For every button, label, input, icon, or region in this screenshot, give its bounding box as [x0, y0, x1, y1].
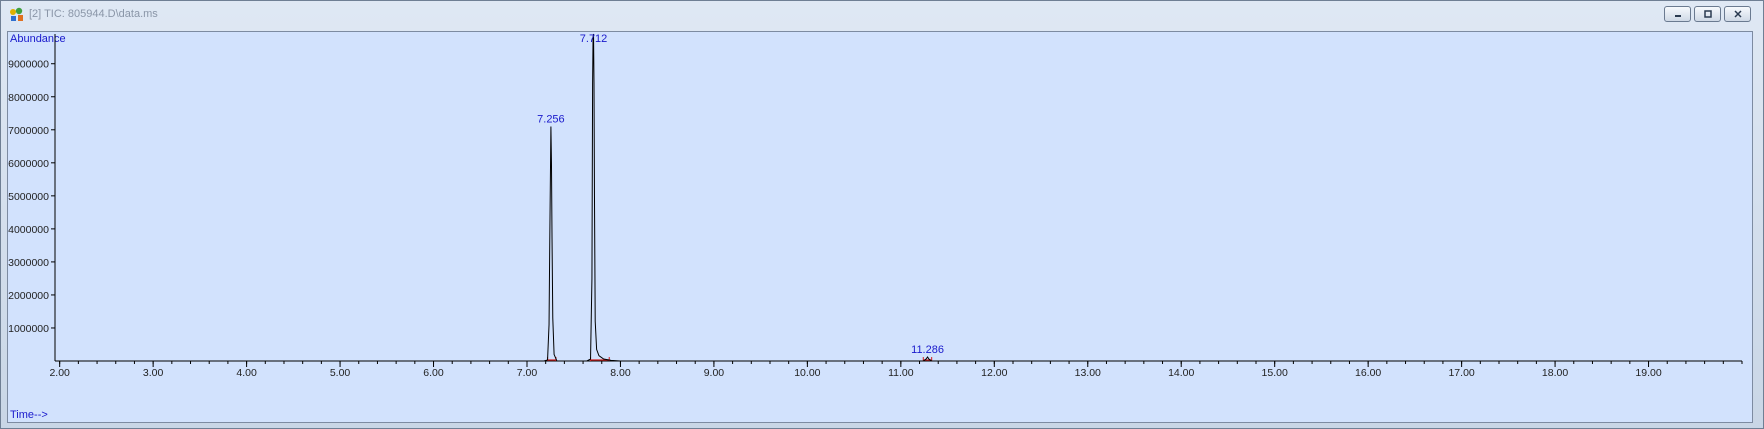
tic-trace-line	[55, 33, 1742, 362]
x-tick-label: 18.00	[1542, 367, 1568, 379]
y-tick-label: 1000000	[8, 323, 49, 335]
x-tick-label: 10.00	[794, 367, 820, 379]
chromatogram-plot[interactable]: Abundance Time--> 1000000 2000000 3000000 4…	[7, 31, 1753, 423]
x-tick-label: 12.00	[981, 367, 1007, 379]
y-tick-label: 4000000	[8, 224, 49, 236]
y-tick-label: 8000000	[8, 92, 49, 104]
chromatogram-app-icon	[10, 7, 23, 21]
chromatogram-chart: Abundance Time--> 1000000 2000000 3000000 4…	[8, 33, 1743, 421]
window-title: [2] TIC: 805944.D\data.ms	[29, 8, 158, 20]
x-tick-label: 16.00	[1355, 367, 1381, 379]
x-tick-label: 15.00	[1262, 367, 1288, 379]
x-tick-label: 6.00	[423, 367, 444, 379]
restore-button[interactable]	[1694, 6, 1721, 22]
x-tick-label: 8.00	[610, 367, 631, 379]
y-tick-label: 3000000	[8, 257, 49, 269]
y-tick-label: 2000000	[8, 290, 49, 302]
y-tick-label: 7000000	[8, 125, 49, 137]
x-tick-label: 11.00	[888, 367, 914, 379]
x-tick-label: 2.00	[49, 367, 70, 379]
x-tick-label: 9.00	[704, 367, 725, 379]
peak-label: 7.712	[580, 33, 608, 45]
x-tick-label: 14.00	[1168, 367, 1194, 379]
close-icon	[1733, 10, 1742, 18]
peak-label: 7.256	[537, 113, 565, 125]
x-tick-label: 5.00	[330, 367, 351, 379]
minimize-icon	[1674, 15, 1681, 17]
restore-icon	[1703, 10, 1712, 18]
y-tick-label: 5000000	[8, 191, 49, 203]
title-bar[interactable]: [2] TIC: 805944.D\data.ms	[1, 1, 1763, 27]
x-tick-label: 19.00	[1635, 367, 1661, 379]
x-tick-label: 3.00	[143, 367, 164, 379]
x-axis-label: Time-->	[10, 409, 48, 421]
x-tick-label: 7.00	[517, 367, 538, 379]
y-tick-label: 6000000	[8, 158, 49, 170]
x-tick-label: 17.00	[1448, 367, 1474, 379]
minimize-button[interactable]	[1664, 6, 1691, 22]
close-button[interactable]	[1724, 6, 1751, 22]
x-tick-label: 13.00	[1075, 367, 1101, 379]
peak-label: 11.286	[911, 344, 944, 356]
x-tick-label: 4.00	[236, 367, 257, 379]
y-axis-label: Abundance	[10, 33, 66, 45]
y-tick-label: 9000000	[8, 59, 49, 71]
